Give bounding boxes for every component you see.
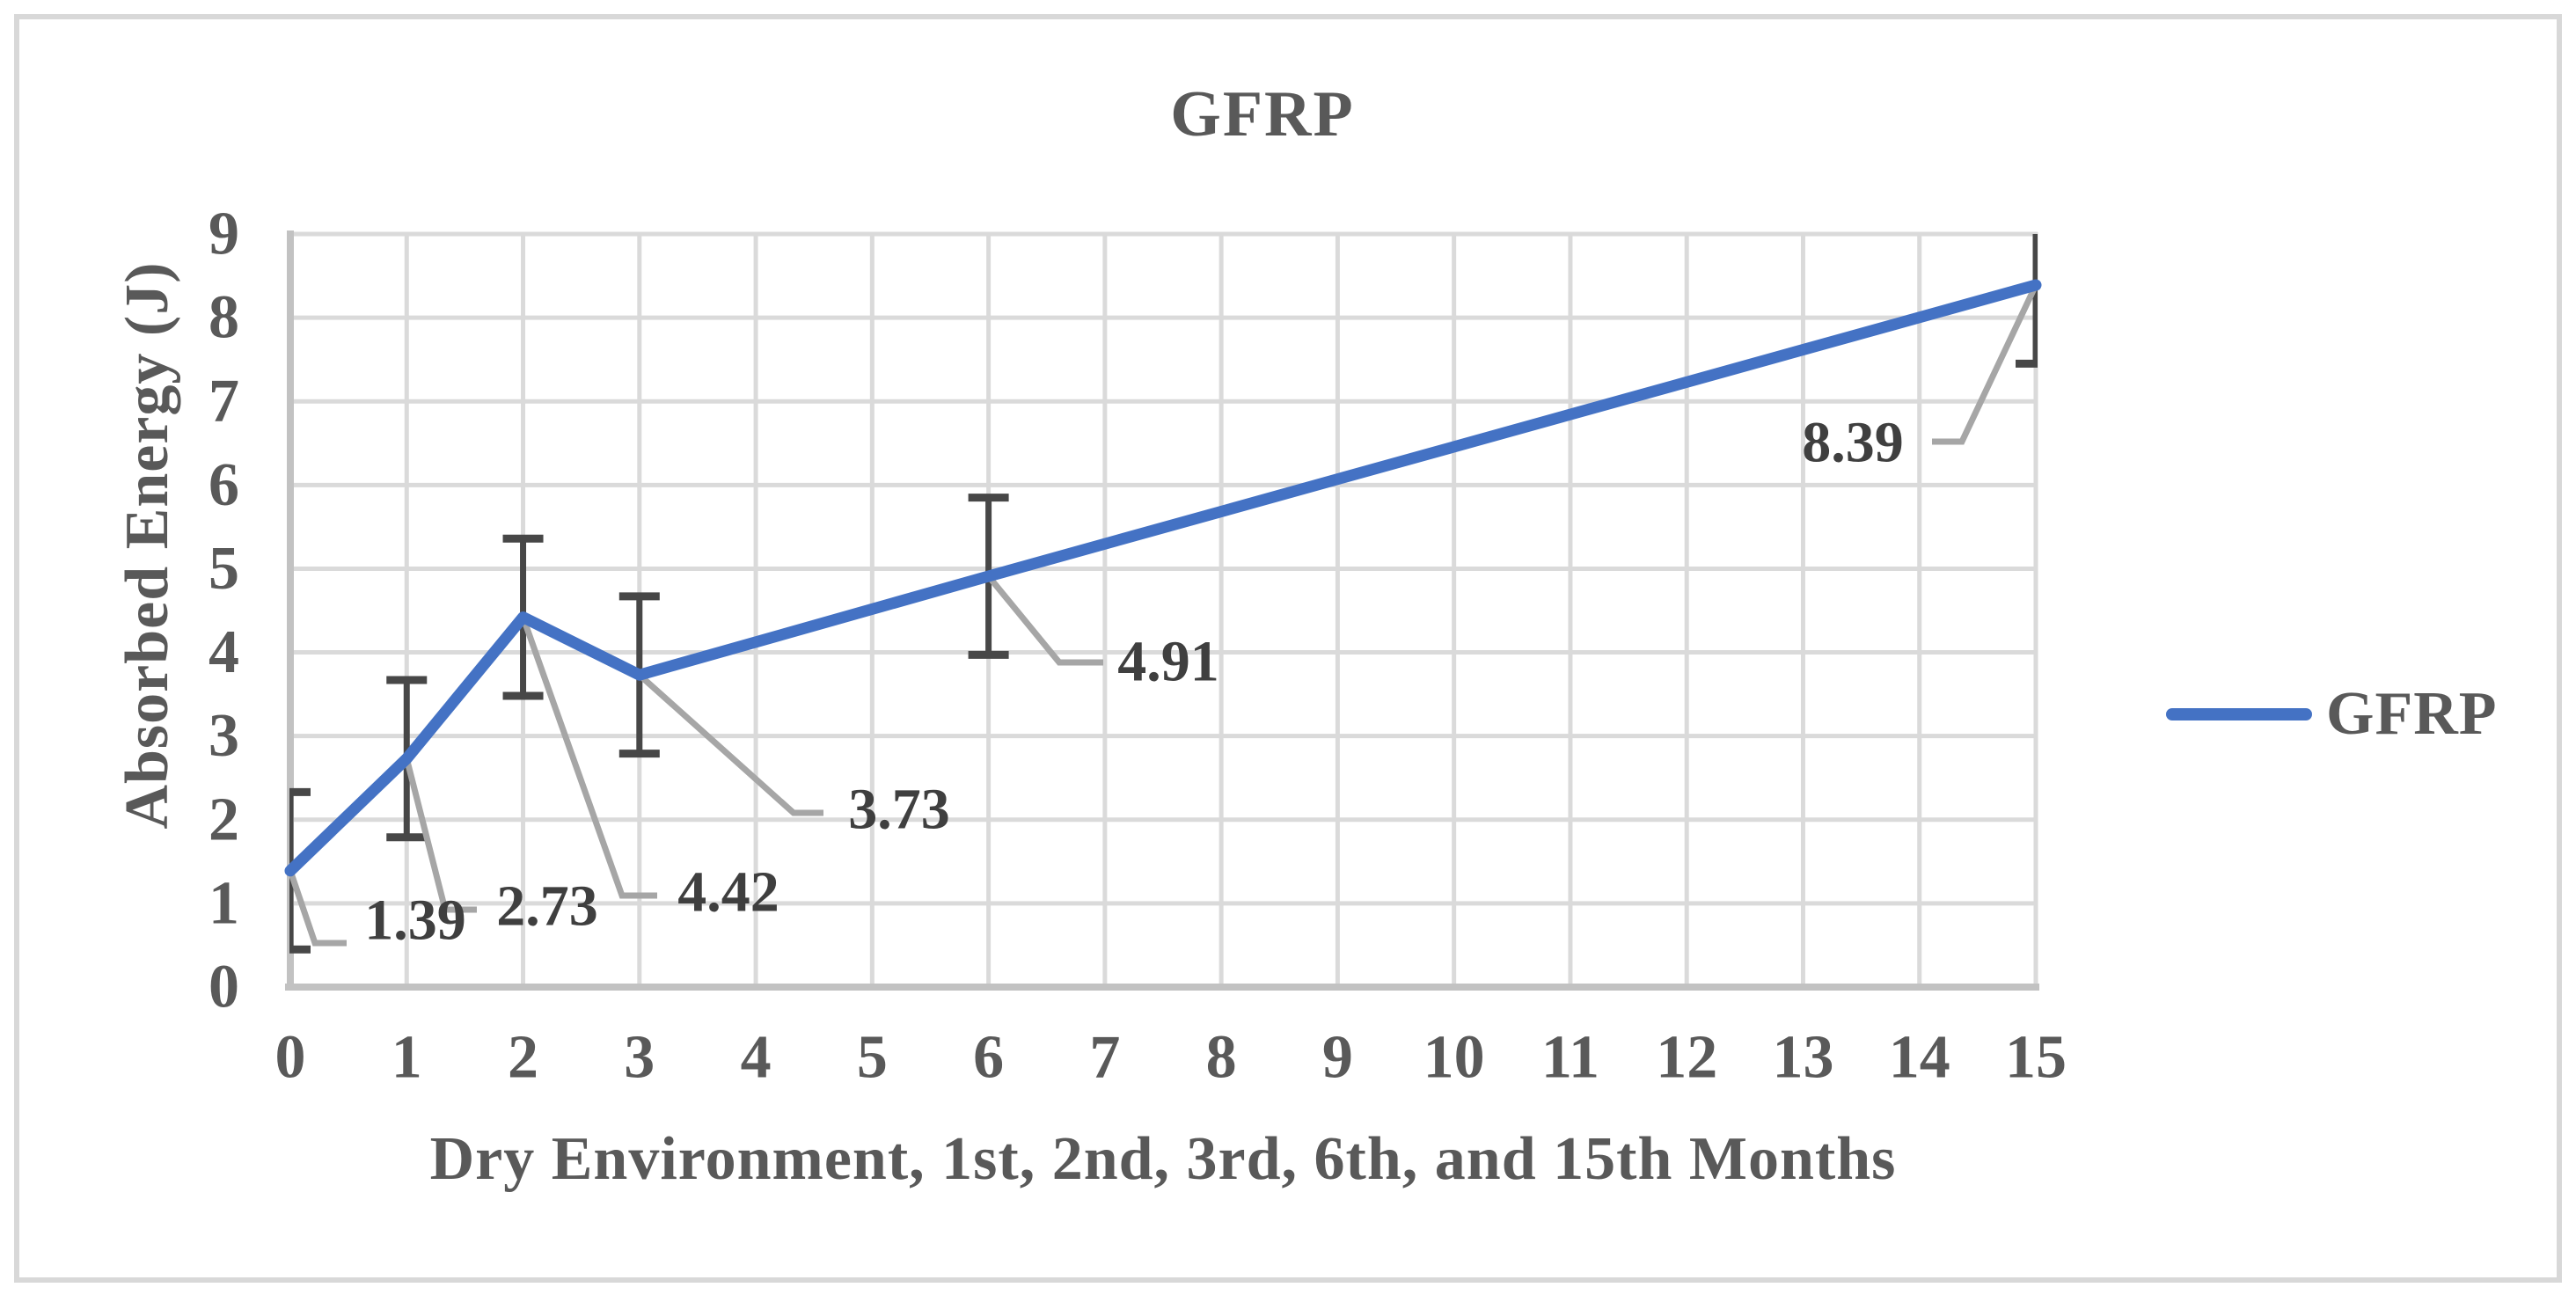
data-label-leader-line bbox=[287, 869, 347, 947]
x-tick-label: 12 bbox=[1656, 1024, 1717, 1092]
x-axis-title: Dry Environment, 1st, 2nd, 3rd, 6th, and… bbox=[429, 1125, 1897, 1193]
y-tick-label: 4 bbox=[209, 618, 239, 686]
y-tick-label: 3 bbox=[209, 702, 239, 770]
data-label: 8.39 bbox=[1802, 411, 1904, 475]
data-label: 3.73 bbox=[848, 778, 950, 842]
y-tick-label: 0 bbox=[209, 954, 239, 1021]
y-tick-label: 8 bbox=[209, 284, 239, 352]
data-label-leader-line bbox=[985, 574, 1103, 666]
chart-border bbox=[14, 14, 2562, 1283]
x-tick-label: 14 bbox=[1889, 1024, 1950, 1092]
data-label-leader-line bbox=[637, 672, 823, 816]
data-label: 1.39 bbox=[364, 889, 466, 953]
x-tick-label: 4 bbox=[741, 1024, 772, 1092]
chart-title: GFRP bbox=[1170, 78, 1355, 150]
y-tick-label: 2 bbox=[209, 786, 239, 853]
series-line-gfrp bbox=[284, 279, 2042, 877]
x-tick-label: 13 bbox=[1772, 1024, 1833, 1092]
x-tick-label: 2 bbox=[508, 1024, 538, 1092]
x-tick-label: 15 bbox=[2005, 1024, 2067, 1092]
y-tick-label: 9 bbox=[209, 201, 239, 268]
legend-line-swatch bbox=[2166, 708, 2312, 720]
x-tick-label: 9 bbox=[1322, 1024, 1353, 1092]
data-label: 2.73 bbox=[496, 874, 598, 939]
legend: GFRP bbox=[2166, 679, 2498, 750]
x-tick-label: 0 bbox=[275, 1024, 306, 1092]
y-tick-label: 1 bbox=[209, 869, 239, 937]
x-tick-label: 8 bbox=[1206, 1024, 1237, 1092]
data-label-leader-line bbox=[403, 757, 477, 913]
data-label: 4.91 bbox=[1117, 630, 1219, 694]
y-tick-label: 6 bbox=[209, 451, 239, 519]
x-tick-label: 7 bbox=[1089, 1024, 1120, 1092]
data-label-leader-line bbox=[520, 616, 657, 899]
legend-label: GFRP bbox=[2326, 680, 2498, 748]
y-tick-label: 5 bbox=[209, 535, 239, 603]
data-label-leader-line bbox=[1932, 283, 2039, 445]
y-tick-label: 7 bbox=[209, 368, 239, 435]
x-tick-label: 3 bbox=[624, 1024, 655, 1092]
x-tick-label: 11 bbox=[1541, 1024, 1599, 1092]
x-tick-label: 10 bbox=[1423, 1024, 1485, 1092]
x-tick-label: 5 bbox=[857, 1024, 888, 1092]
data-label: 4.42 bbox=[677, 860, 779, 925]
x-tick-label: 1 bbox=[392, 1024, 422, 1092]
x-tick-label: 6 bbox=[973, 1024, 1004, 1092]
